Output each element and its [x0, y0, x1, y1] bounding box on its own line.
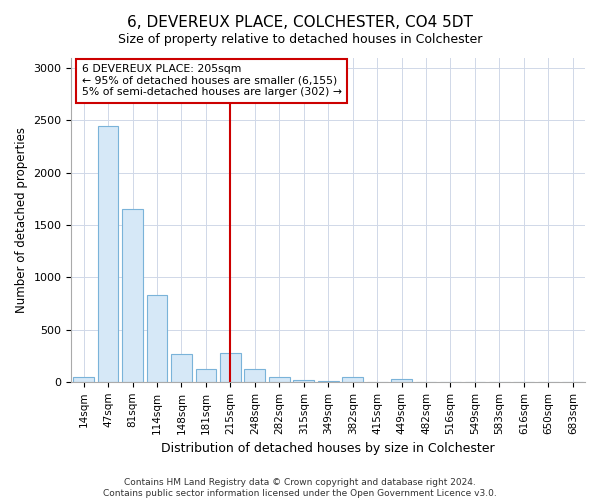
Bar	[146, 295, 167, 382]
Bar	[269, 376, 290, 382]
Bar	[122, 209, 143, 382]
Bar	[171, 354, 192, 382]
Text: 6, DEVEREUX PLACE, COLCHESTER, CO4 5DT: 6, DEVEREUX PLACE, COLCHESTER, CO4 5DT	[127, 15, 473, 30]
X-axis label: Distribution of detached houses by size in Colchester: Distribution of detached houses by size …	[161, 442, 495, 455]
Bar	[220, 352, 241, 382]
Text: Size of property relative to detached houses in Colchester: Size of property relative to detached ho…	[118, 32, 482, 46]
Text: Contains HM Land Registry data © Crown copyright and database right 2024.
Contai: Contains HM Land Registry data © Crown c…	[103, 478, 497, 498]
Y-axis label: Number of detached properties: Number of detached properties	[15, 126, 28, 312]
Bar	[391, 378, 412, 382]
Bar	[244, 370, 265, 382]
Bar	[342, 376, 363, 382]
Bar	[196, 370, 217, 382]
Bar	[98, 126, 118, 382]
Bar	[73, 376, 94, 382]
Bar	[293, 380, 314, 382]
Text: 6 DEVEREUX PLACE: 205sqm
← 95% of detached houses are smaller (6,155)
5% of semi: 6 DEVEREUX PLACE: 205sqm ← 95% of detach…	[82, 64, 341, 97]
